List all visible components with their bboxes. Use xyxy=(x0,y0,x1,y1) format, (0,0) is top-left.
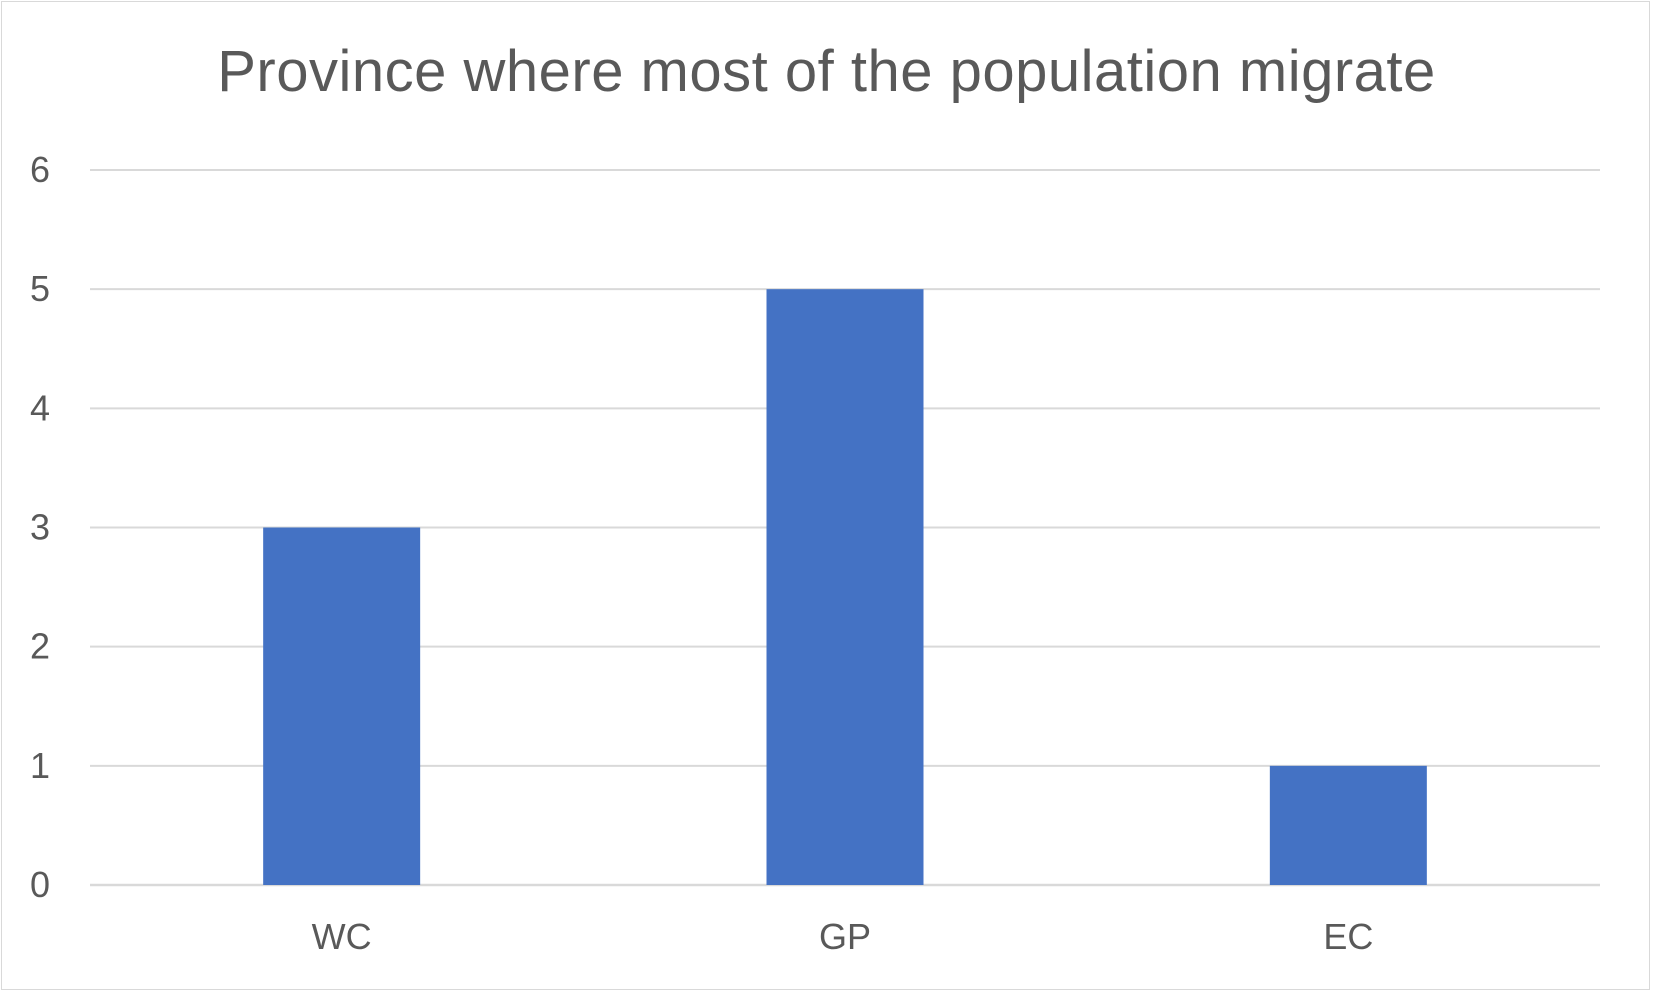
y-tick-label: 4 xyxy=(30,387,50,428)
y-tick-label: 2 xyxy=(30,626,50,667)
y-tick-label: 5 xyxy=(30,268,50,309)
y-tick-label: 0 xyxy=(30,864,50,905)
y-tick-label: 3 xyxy=(30,507,50,548)
bars xyxy=(263,289,1427,886)
y-axis-labels: 0 1 2 3 4 5 6 xyxy=(30,149,50,905)
x-tick-label-ec: EC xyxy=(1323,916,1373,957)
bar-wc xyxy=(263,527,421,885)
x-tick-label-wc: WC xyxy=(312,916,372,957)
bar-ec xyxy=(1269,765,1427,885)
x-axis-labels: WC GP EC xyxy=(312,916,1374,957)
chart-title: Province where most of the population mi… xyxy=(217,39,1436,104)
bar-gp xyxy=(766,289,924,886)
y-tick-label: 1 xyxy=(30,745,50,786)
x-tick-label-gp: GP xyxy=(819,916,871,957)
y-tick-label: 6 xyxy=(30,149,50,190)
